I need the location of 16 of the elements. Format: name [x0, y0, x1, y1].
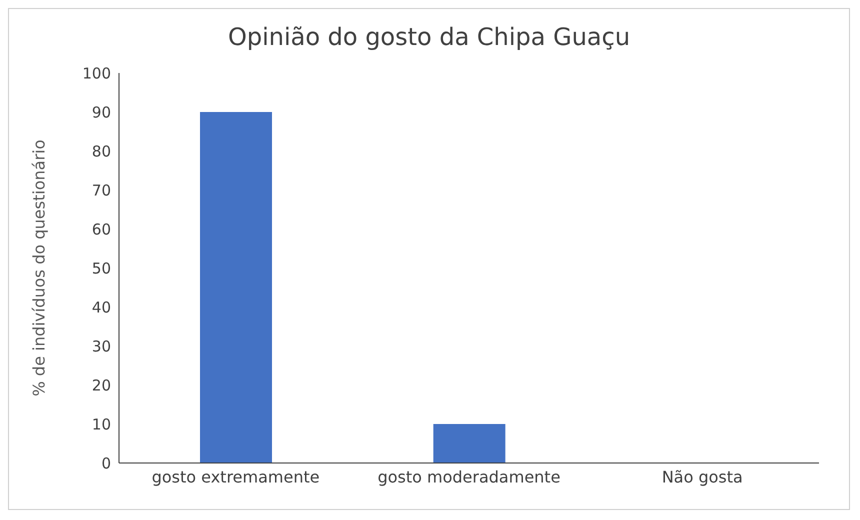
y-tick-label: 20	[92, 376, 111, 394]
y-tick-label: 90	[92, 103, 111, 122]
x-tick-label: gosto extremamente	[152, 467, 320, 486]
chart-title: Opinião do gosto da Chipa Guaçu	[226, 23, 632, 53]
y-tick-label: 80	[92, 142, 111, 160]
y-tick-label: 40	[92, 298, 111, 316]
y-tick-label: 10	[92, 415, 111, 434]
y-tick-label: 50	[92, 259, 111, 278]
y-tick-label: 30	[92, 337, 111, 356]
y-tick-label: 60	[92, 220, 111, 238]
y-axis-title: % de indivíduos do questionário	[30, 140, 49, 396]
x-tick-label: gosto moderadamente	[378, 467, 560, 486]
y-tick-label: 0	[101, 454, 111, 472]
x-tick-label: Não gosta	[662, 467, 743, 486]
y-tick-label: 70	[92, 181, 111, 200]
y-tick-label: 100	[82, 64, 111, 82]
